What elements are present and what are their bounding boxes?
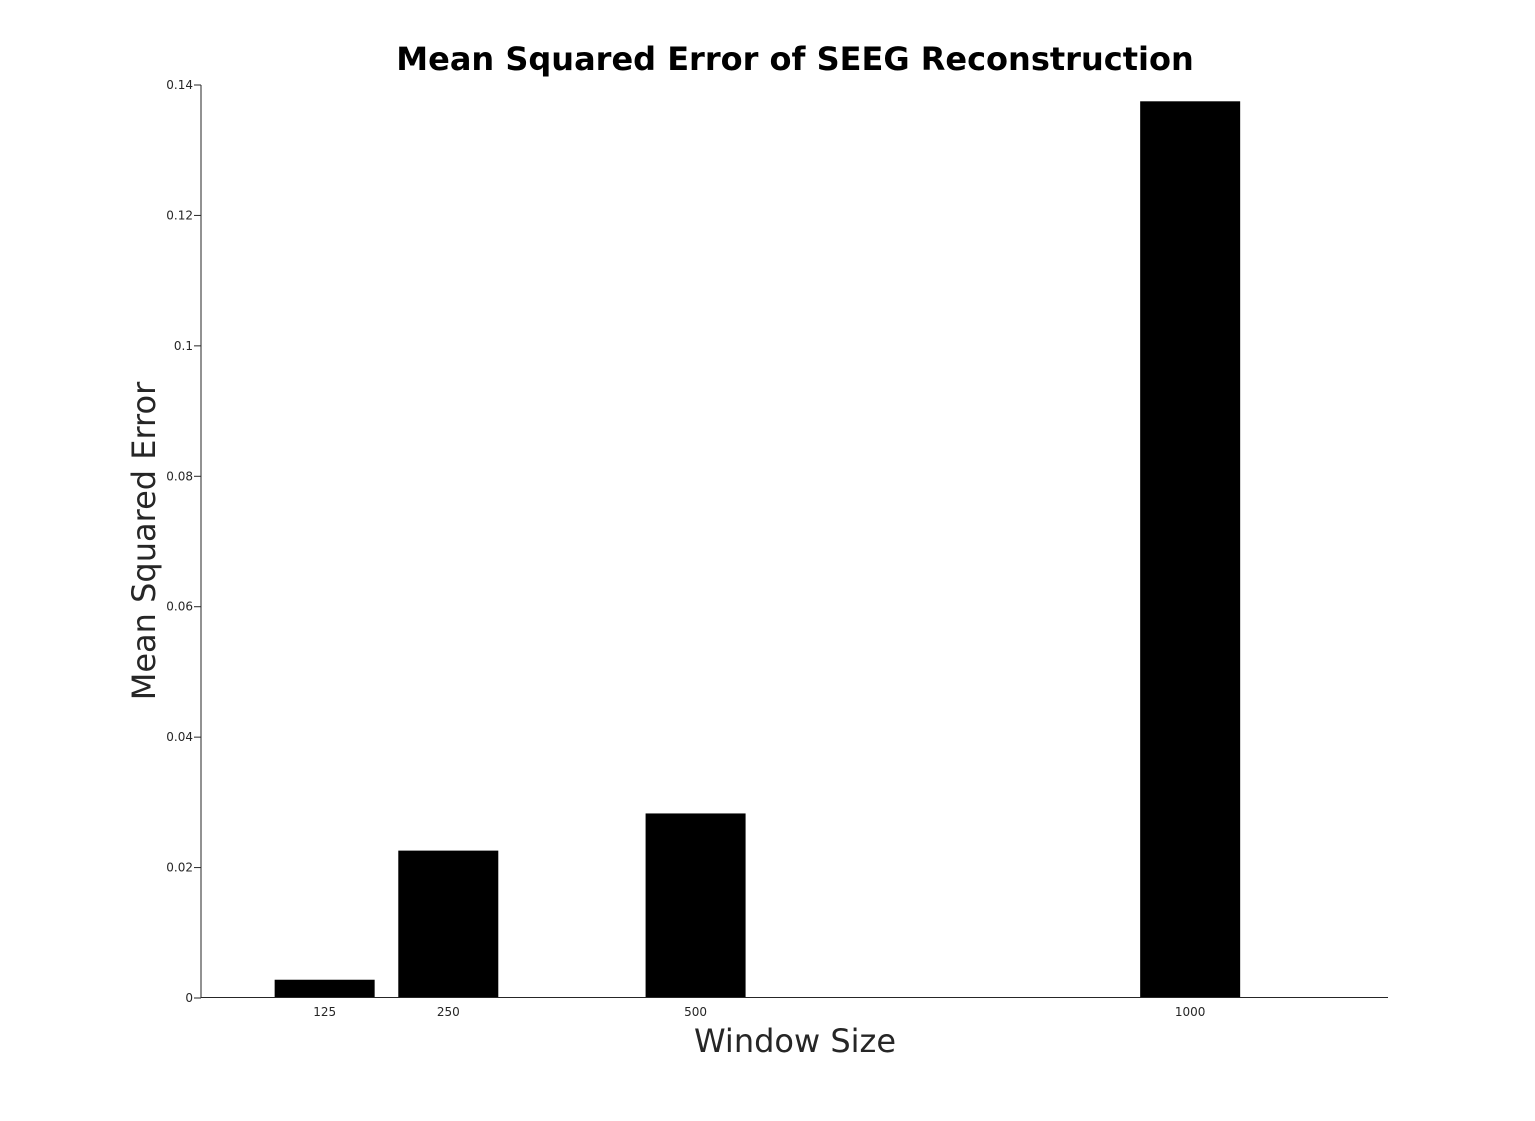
x-ticks-layer: 125 250 500 1000 <box>313 1005 1205 1019</box>
y-tick-label: 0.14 <box>166 78 193 92</box>
y-axis-label: Mean Squared Error <box>125 381 163 700</box>
y-tick-label: 0.02 <box>166 861 193 875</box>
y-tick-label: 0.12 <box>166 208 193 222</box>
chart-title: Mean Squared Error of SEEG Reconstructio… <box>396 40 1193 78</box>
y-tick-label: 0.06 <box>166 600 193 614</box>
x-tick-label: 125 <box>313 1005 336 1019</box>
bar-125 <box>274 979 375 998</box>
x-tick-label: 1000 <box>1175 1005 1206 1019</box>
x-tick-label: 250 <box>437 1005 460 1019</box>
x-tick-label: 500 <box>684 1005 707 1019</box>
axes-layer <box>200 85 1388 998</box>
y-ticks-layer: 0 0.02 0.04 0.06 0.08 0.1 0.12 0.14 <box>166 78 201 1005</box>
y-tick-label: 0.04 <box>166 730 193 744</box>
bar-250 <box>398 850 499 998</box>
bars-layer <box>274 101 1241 998</box>
y-tick-label: 0.08 <box>166 469 193 483</box>
bar-500 <box>645 813 746 998</box>
x-axis-label: Window Size <box>694 1022 896 1060</box>
bar-1000 <box>1140 101 1241 998</box>
y-tick-label: 0 <box>185 991 193 1005</box>
y-tick-label: 0.1 <box>174 339 193 353</box>
